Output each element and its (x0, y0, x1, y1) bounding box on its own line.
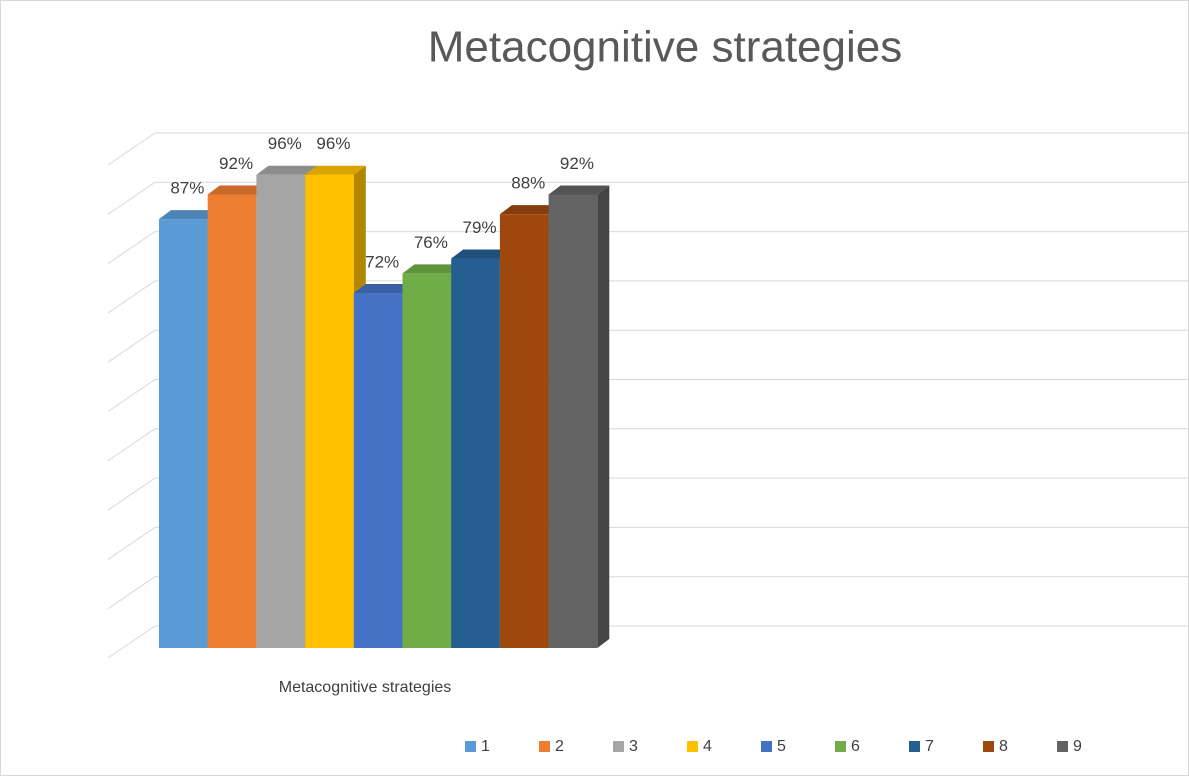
bar-front (305, 174, 354, 648)
legend-swatch (613, 741, 624, 752)
x-tick-label: Metacognitive strategies (279, 679, 452, 696)
legend-label: 5 (777, 738, 786, 755)
data-label: 72% (365, 253, 399, 272)
legend-label: 1 (481, 738, 490, 755)
legend-label: 3 (629, 738, 638, 755)
legend-label: 6 (851, 738, 860, 755)
legend-label: 9 (1073, 738, 1082, 755)
bar-top (305, 165, 366, 175)
legend-swatch (1057, 741, 1068, 752)
bar-top (207, 185, 269, 195)
bar-side (597, 185, 610, 648)
side-grid-line (107, 280, 156, 314)
bar-top (499, 205, 561, 215)
bar (548, 185, 610, 648)
legend-swatch (539, 741, 550, 752)
bar-top (159, 210, 220, 220)
legend-swatch (983, 741, 994, 752)
side-grid-line (107, 132, 156, 166)
side-grid-line (107, 477, 156, 511)
side-grid-line (107, 428, 156, 462)
chart-title: Metacognitive strategies (428, 23, 902, 72)
bar-front (207, 194, 257, 648)
legend-swatch (835, 741, 846, 752)
data-label: 92% (219, 154, 253, 173)
bar-front (548, 194, 598, 648)
legend-label: 7 (925, 738, 934, 755)
data-label: 92% (560, 154, 594, 173)
bar-front (402, 273, 452, 648)
side-grid-line (107, 526, 156, 560)
legend-label: 2 (555, 738, 564, 755)
bar-top (548, 185, 610, 195)
bar-top (451, 249, 512, 259)
bar-top (353, 284, 415, 294)
bar-top (256, 165, 318, 175)
legend-swatch (465, 741, 476, 752)
data-label: 96% (316, 134, 350, 153)
legend-swatch (761, 741, 772, 752)
bar-front (451, 258, 500, 648)
data-label: 96% (268, 134, 302, 153)
bar-front (499, 214, 549, 648)
legend-swatch (909, 741, 920, 752)
data-label: 88% (511, 174, 545, 193)
data-label: 76% (414, 233, 448, 252)
side-grid-line (107, 625, 156, 659)
bar-front (256, 174, 306, 648)
bar-front (353, 293, 403, 648)
legend-label: 8 (999, 738, 1008, 755)
side-grid-line (107, 576, 156, 610)
side-grid-line (107, 379, 156, 412)
legend-label: 4 (703, 738, 712, 755)
bar-top (402, 264, 464, 274)
side-grid-line (107, 329, 156, 363)
legend-swatch (687, 741, 698, 752)
data-label: 87% (170, 179, 204, 198)
side-grid-line (107, 231, 156, 265)
bar-front (159, 219, 208, 648)
side-grid-line (107, 181, 156, 215)
data-label: 79% (463, 218, 497, 237)
